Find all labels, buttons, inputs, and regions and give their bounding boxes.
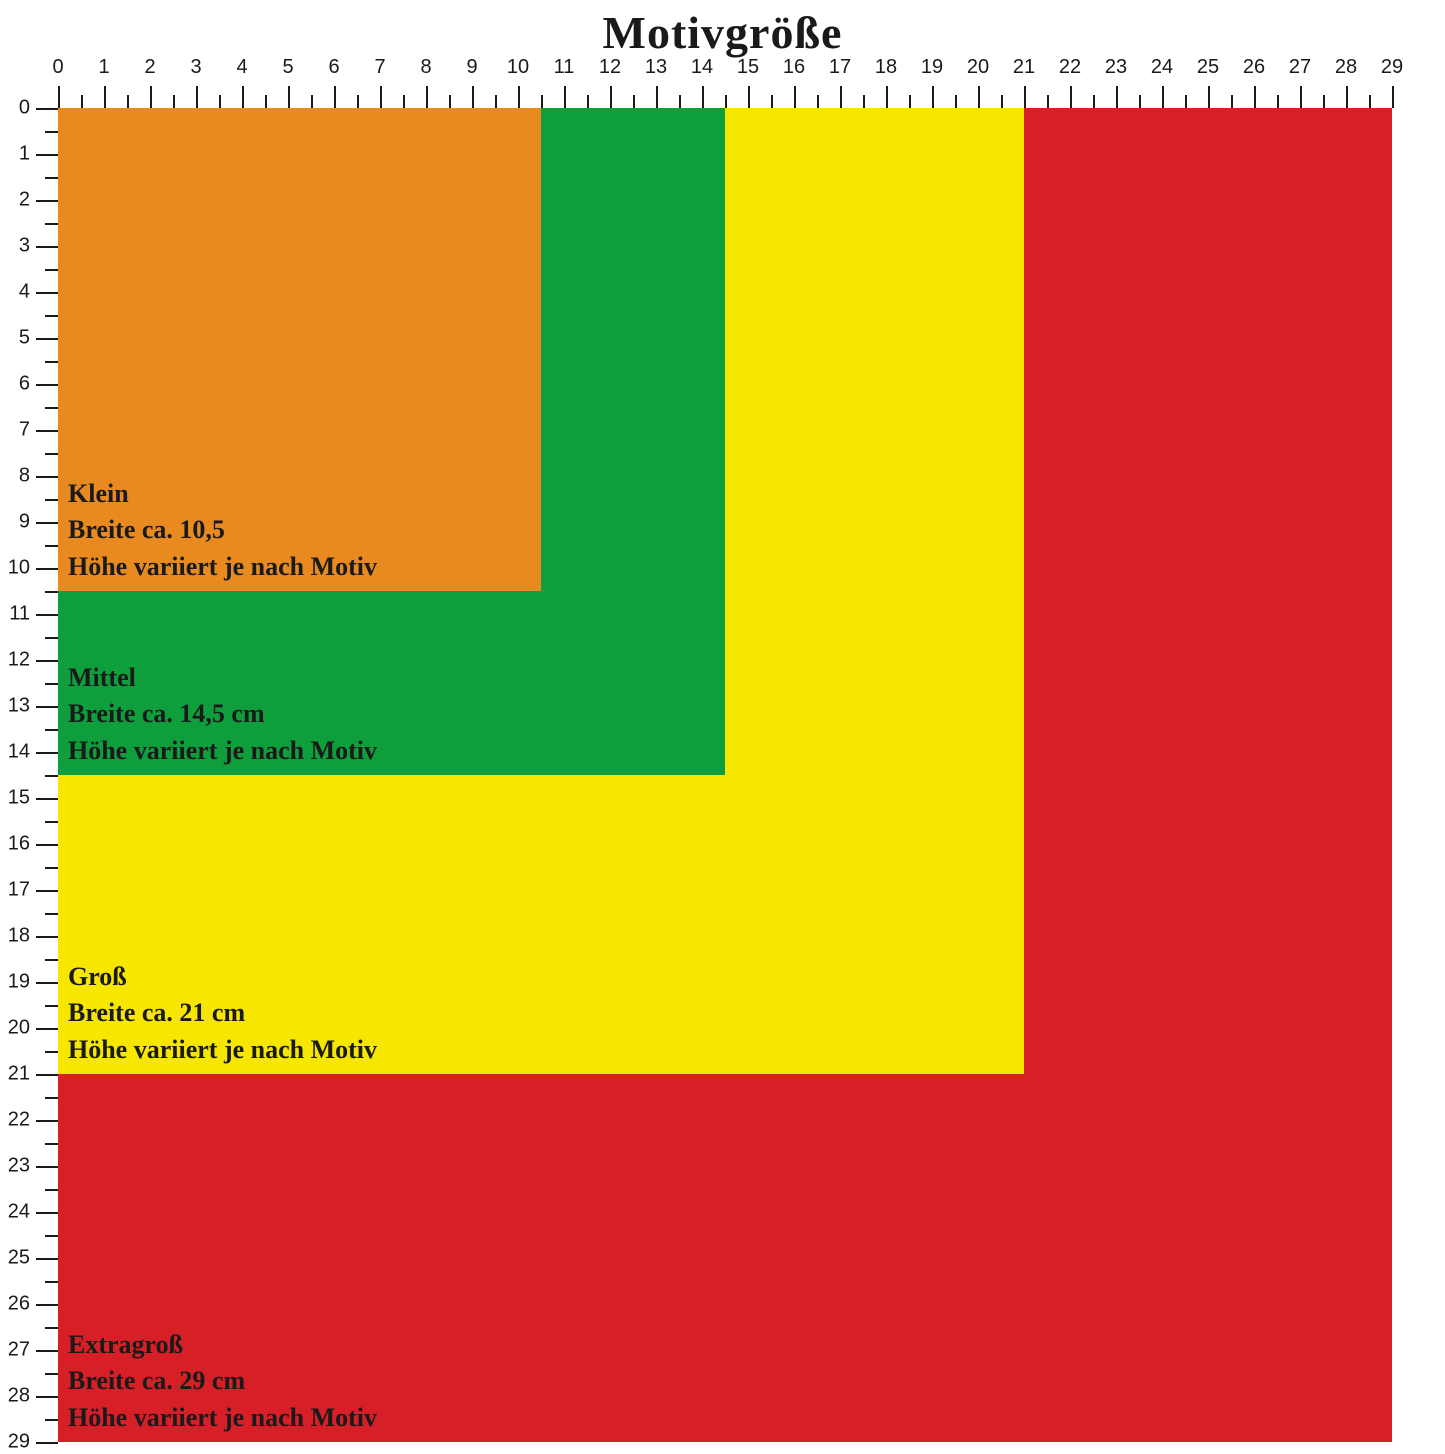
size-canvas: ExtragroßBreite ca. 29 cmHöhe variiert j… bbox=[58, 108, 1392, 1442]
page-title: Motivgröße bbox=[0, 6, 1445, 59]
size-label-mittel: MittelBreite ca. 14,5 cmHöhe variiert je… bbox=[68, 660, 377, 769]
size-label-extragroß: ExtragroßBreite ca. 29 cmHöhe variiert j… bbox=[68, 1327, 377, 1436]
size-label-groß: GroßBreite ca. 21 cmHöhe variiert je nac… bbox=[68, 959, 377, 1068]
size-label-klein: KleinBreite ca. 10,5Höhe variiert je nac… bbox=[68, 476, 377, 585]
